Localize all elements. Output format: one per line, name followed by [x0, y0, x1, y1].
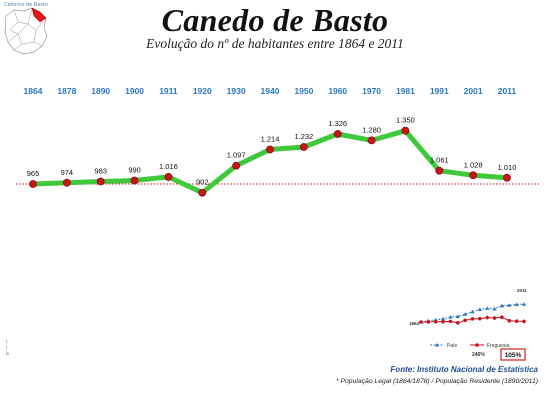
- data-point: [198, 188, 207, 197]
- data-point: [401, 126, 410, 135]
- year-label: 1960: [328, 86, 347, 96]
- value-label: 1 028: [464, 160, 483, 169]
- value-label: 1.350: [396, 116, 415, 125]
- inset-marker: [499, 303, 505, 308]
- year-label: 1911: [159, 86, 178, 96]
- legend-pais-label: País: [447, 343, 458, 349]
- data-point: [130, 176, 139, 185]
- value-label: 1.097: [227, 151, 246, 160]
- freguesia-percentage-box: [500, 348, 526, 361]
- data-point: [164, 173, 173, 181]
- value-label: 1.016: [159, 162, 178, 171]
- inset-marker: [500, 315, 504, 320]
- inset-marker: [522, 319, 526, 324]
- inset-marker: [455, 321, 460, 325]
- data-point: [232, 161, 241, 170]
- data-point: [29, 180, 37, 188]
- year-label: 2011: [498, 86, 517, 96]
- year-label: 1981: [396, 86, 415, 96]
- value-label: 990: [128, 166, 141, 175]
- year-label: 1900: [125, 86, 144, 96]
- inset-marker: [477, 307, 483, 311]
- year-label: 1950: [294, 86, 313, 96]
- value-label: 1.232: [294, 132, 313, 141]
- inset-marker: [462, 312, 468, 316]
- value-label: 1.010: [498, 163, 517, 172]
- year-labels: 1864 1878 1890 1900 1911 1920 1930 1940 1950 1960…: [24, 86, 517, 96]
- inset-marker: [448, 314, 453, 319]
- legend-freguesia-marker: [475, 343, 479, 347]
- chart-title: Canedo de Basto: [161, 2, 389, 38]
- year-label: 1864: [24, 86, 43, 96]
- data-point: [96, 177, 105, 186]
- inset-marker: [441, 319, 445, 324]
- inset-marker: [521, 302, 527, 306]
- year-label: 1930: [227, 86, 246, 96]
- inset-end-label: 2011: [517, 288, 527, 293]
- map-icon: [4, 7, 48, 55]
- inset-marker: [426, 320, 431, 324]
- inset-marker: [448, 319, 453, 324]
- year-label: 1970: [362, 86, 381, 96]
- data-point: [299, 143, 308, 151]
- inset-marker: [507, 303, 512, 307]
- inset-marker: [507, 319, 512, 323]
- inset-marker: [463, 318, 467, 323]
- inset-start-label: 1864: [409, 321, 420, 326]
- main-series-group: [29, 126, 511, 197]
- inset-marker: [419, 320, 423, 324]
- inset-marker: [492, 306, 497, 311]
- footnote-text: * População Legal (1864/1878) / Populaçã…: [335, 378, 538, 385]
- value-label: 965: [27, 169, 40, 178]
- inset-marker: [514, 302, 519, 307]
- value-label: 974: [61, 168, 74, 177]
- location-map: Celorico de Basto: [2, 2, 50, 60]
- data-point: [503, 173, 511, 182]
- side-marks: ((b: [6, 340, 9, 357]
- inset-marker: [433, 319, 438, 324]
- inset-marker: [455, 314, 460, 318]
- year-label: 1920: [193, 86, 212, 96]
- chart-subtitle: Evolução do nº de habitantes entre 1864 …: [146, 36, 404, 51]
- value-labels: 965 974 983 990 1.016 902 1.097 1.214 1.232 1.326…: [27, 116, 517, 187]
- year-label: 1940: [261, 86, 280, 96]
- inset-freguesia-percentage: 105%: [505, 352, 522, 359]
- data-point: [469, 171, 478, 180]
- inset-marker: [485, 315, 490, 320]
- legend-pais-marker: [435, 343, 439, 347]
- inset-marker: [440, 316, 446, 321]
- data-point: [266, 145, 274, 154]
- data-point: [62, 178, 71, 187]
- inset-marker: [492, 316, 497, 320]
- legend-freguesia-label: Freguesia: [487, 343, 509, 349]
- inset-marker: [514, 319, 519, 323]
- year-label: 2001: [464, 86, 483, 96]
- source-text: Fonte: Instituto Nacional de Estatística: [390, 365, 538, 374]
- value-label: 1.061: [430, 156, 449, 165]
- year-label: 1991: [430, 86, 449, 96]
- value-label: 902: [196, 178, 209, 187]
- inset-marker: [485, 306, 490, 310]
- year-label: 1878: [57, 86, 76, 96]
- value-label: 1.214: [261, 135, 280, 144]
- year-label: 1890: [91, 86, 110, 96]
- value-label: 1.326: [328, 119, 347, 128]
- map-label: Celorico de Basto: [4, 2, 48, 8]
- inset-marker: [470, 317, 475, 321]
- value-label: 1.280: [362, 125, 381, 134]
- data-point: [435, 166, 444, 175]
- data-point: [333, 130, 342, 138]
- inset-marker: [470, 309, 475, 314]
- inset-marker: [478, 316, 482, 321]
- data-point: [367, 136, 376, 145]
- value-label: 983: [94, 167, 107, 176]
- inset-pais-percentage: 246%: [472, 352, 485, 358]
